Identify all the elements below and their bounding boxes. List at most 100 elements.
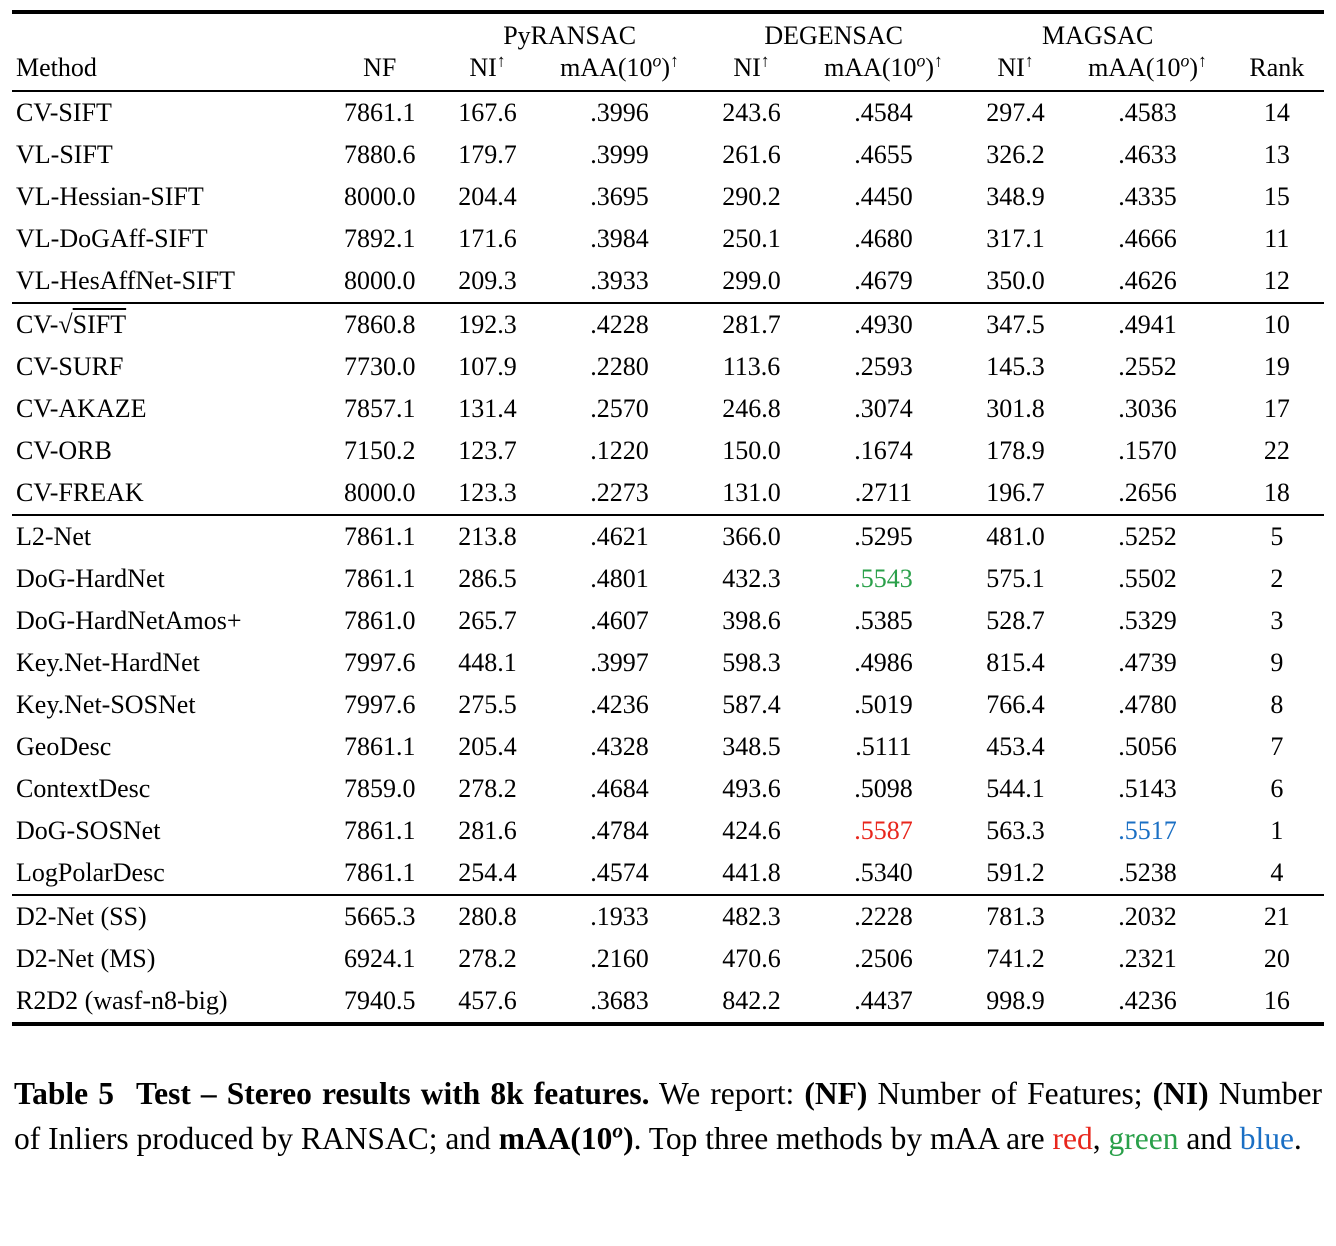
table-cell-maa_mg: .4780: [1118, 690, 1177, 719]
table-cell-maa_mg: .3036: [1118, 394, 1177, 423]
table-cell-ni_dg: 131.0: [722, 478, 781, 507]
table-cell-ni_mg: 297.4: [986, 98, 1045, 127]
table-row: L2-Net 7861.1 213.8 .4621 366.0 .5295 481.0 .52…: [12, 515, 1324, 558]
table-cell-maa_py: .2160: [590, 944, 649, 973]
table-cell-ni_py: 167.6: [458, 98, 517, 127]
column-header-method: Method: [12, 51, 322, 91]
text-segment: mAA(10: [498, 1120, 613, 1156]
table-cell-ni_dg: 250.1: [722, 224, 781, 253]
text-segment: mAA(10: [824, 53, 917, 82]
column-header-ni_dg: NI↑: [702, 51, 802, 91]
table-cell-maa_py: .3683: [590, 986, 649, 1015]
table-cell-maa_dg: .5098: [854, 774, 913, 803]
table-row: CV-FREAK 8000.0 123.3 .2273 131.0 .2711 196.7.…: [12, 472, 1324, 515]
table-cell-rank: 4: [1270, 858, 1284, 887]
method-name-cell: VL-SIFT: [16, 140, 113, 169]
table-cell-ni_py: 192.3: [458, 310, 517, 339]
method-name-cell: D2-Net (SS): [16, 902, 147, 931]
text-segment: ,: [1092, 1120, 1109, 1156]
method-name-cell: CV-FREAK: [16, 478, 144, 507]
column-header-maa_dg: mAA(10o)↑: [801, 51, 965, 91]
table-cell-maa_dg: .4680: [854, 224, 913, 253]
method-name-cell: DoG-HardNetAmos+: [16, 606, 242, 635]
text-segment: blue: [1239, 1120, 1294, 1156]
table-cell-ni_mg: 347.5: [986, 310, 1045, 339]
group-header-degensac: DEGENSAC: [764, 21, 903, 50]
table-cell-maa_dg: .4437: [854, 986, 913, 1015]
text-segment: (NI): [1152, 1076, 1209, 1111]
table-cell-nf: 7857.1: [343, 394, 416, 423]
table-cell-ni_mg: 781.3: [986, 902, 1045, 931]
text-segment: green: [1108, 1120, 1179, 1156]
method-name-cell: L2-Net: [16, 522, 92, 551]
text-segment: We report:: [649, 1076, 805, 1111]
table-cell-ni_dg: 281.7: [722, 310, 781, 339]
table-cell-rank: 11: [1264, 224, 1290, 253]
table-group-3: L2-Net 7861.1 213.8 .4621 366.0 .5295 481.0 .52…: [12, 515, 1324, 895]
table-cell-maa_mg: .5056: [1118, 732, 1177, 761]
table-cell-ni_py: 123.7: [458, 436, 517, 465]
table-cell-ni_py: 213.8: [458, 522, 517, 551]
text-segment: ↑: [760, 50, 770, 71]
table-cell-maa_py: .1933: [590, 902, 649, 931]
column-header-rank: Rank: [1230, 51, 1324, 91]
table-cell-maa_py: .4607: [590, 606, 649, 635]
table-cell-ni_dg: 493.6: [722, 774, 781, 803]
table-cell-nf: 6924.1: [343, 944, 416, 973]
table-cell-nf: 7892.1: [343, 224, 416, 253]
text-segment: ↑: [1198, 50, 1207, 71]
table-cell-nf: 8000.0: [343, 182, 416, 211]
table-cell-ni_dg: 348.5: [722, 732, 781, 761]
table-cell-ni_mg: 326.2: [986, 140, 1045, 169]
table-cell-nf: 7861.1: [343, 98, 416, 127]
table-cell-ni_mg: 563.3: [986, 816, 1045, 845]
table-row: Key.Net-SOSNet 7997.6 275.5 .4236 587.4 .5019…: [12, 684, 1324, 726]
table-cell-ni_py: 265.7: [458, 606, 517, 635]
text-segment: Number of Inliers produced by RANSAC; an…: [14, 1076, 1322, 1156]
text-segment: and: [1178, 1120, 1240, 1156]
table-cell-ni_mg: 350.0: [986, 266, 1045, 295]
table-cell-ni_mg: 528.7: [986, 606, 1045, 635]
table-cell-maa_py: .1220: [590, 436, 649, 465]
text-segment: ↑: [670, 50, 679, 71]
table-cell-ni_mg: 766.4: [986, 690, 1045, 719]
text-segment: Table 5: [14, 1076, 114, 1111]
table-cell-maa_py: .3933: [590, 266, 649, 295]
table-cell-ni_mg: 317.1: [986, 224, 1045, 253]
table-cell-ni_mg: 145.3: [986, 352, 1045, 381]
table-cell-rank: 6: [1270, 774, 1284, 803]
table-cell-maa_dg: .4679: [854, 266, 913, 295]
table-cell-maa_mg: .4335: [1118, 182, 1177, 211]
table-cell-nf: 7880.6: [343, 140, 416, 169]
table-cell-maa_mg: .4583: [1118, 98, 1177, 127]
table-cell-nf: 7860.8: [343, 310, 416, 339]
text-segment: NI: [733, 53, 761, 82]
table-cell-maa_dg: .5295: [854, 522, 913, 551]
table-cell-maa_mg: .5143: [1118, 774, 1177, 803]
text-segment: o: [612, 1118, 624, 1143]
method-name-cell: LogPolarDesc: [16, 858, 165, 887]
table-cell-ni_py: 280.8: [458, 902, 517, 931]
table-row: CV-SIFT 7861.1 167.6 .3996 243.6 .4584 297.4 .4…: [12, 91, 1324, 134]
table-row: GeoDesc 7861.1 205.4 .4328 348.5 .5111 453.4 .5…: [12, 726, 1324, 768]
table-cell-maa_py: .4236: [590, 690, 649, 719]
table-cell-rank: 15: [1263, 182, 1290, 211]
method-name-cell: R2D2 (wasf-n8-big): [16, 986, 228, 1015]
table-cell-maa_py: .2570: [590, 394, 649, 423]
table-cell-nf: 7940.5: [343, 986, 416, 1015]
table-cell-maa_mg: .5329: [1118, 606, 1177, 635]
table-cell-maa_py: .4574: [590, 858, 649, 887]
table-cell-ni_py: 204.4: [458, 182, 517, 211]
table-cell-maa_py: .4784: [590, 816, 649, 845]
text-segment: ): [623, 1120, 634, 1156]
table-row: LogPolarDesc 7861.1 254.4 .4574 441.8 .5340 59…: [12, 852, 1324, 895]
table-cell-maa_py: .4621: [590, 522, 649, 551]
table-cell-ni_dg: 598.3: [722, 648, 781, 677]
table-row: CV-ORB 7150.2 123.7 .1220 150.0 .1674 178.9 .15…: [12, 430, 1324, 472]
table-caption: Table 5 Test – Stereo results with 8k fea…: [12, 1072, 1324, 1161]
highlighted-value-blue: .5517: [1118, 816, 1177, 845]
table-cell-ni_mg: 591.2: [986, 858, 1045, 887]
table-cell-rank: 16: [1263, 986, 1290, 1015]
text-segment: ↑: [1024, 50, 1034, 71]
table-cell-rank: 10: [1263, 310, 1290, 339]
